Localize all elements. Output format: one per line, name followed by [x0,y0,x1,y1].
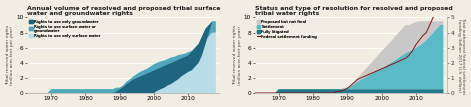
Text: Annual volume of resolved and proposed tribal surface
water and groundwater righ: Annual volume of resolved and proposed t… [27,6,220,16]
Text: Status and type of resolution for resolved and proposed
tribal water rights: Status and type of resolution for resolv… [255,6,453,16]
Y-axis label: Total authorized federal settlement
funding (billion 2017 U.S. dollars): Total authorized federal settlement fund… [457,17,465,94]
Legend: Rights to use only groundwater, Rights to use surface water or
groundwater, Righ: Rights to use only groundwater, Rights t… [29,19,100,38]
Y-axis label: Tribal reserved water rights
(million acre-feet per year): Tribal reserved water rights (million ac… [6,25,14,85]
Y-axis label: Tribal reserved water rights
(million acre-feet per year): Tribal reserved water rights (million ac… [233,25,242,85]
Legend: Proposed but not final, Settlement, Fully litigated, Federal settlement funding: Proposed but not final, Settlement, Full… [257,19,317,39]
